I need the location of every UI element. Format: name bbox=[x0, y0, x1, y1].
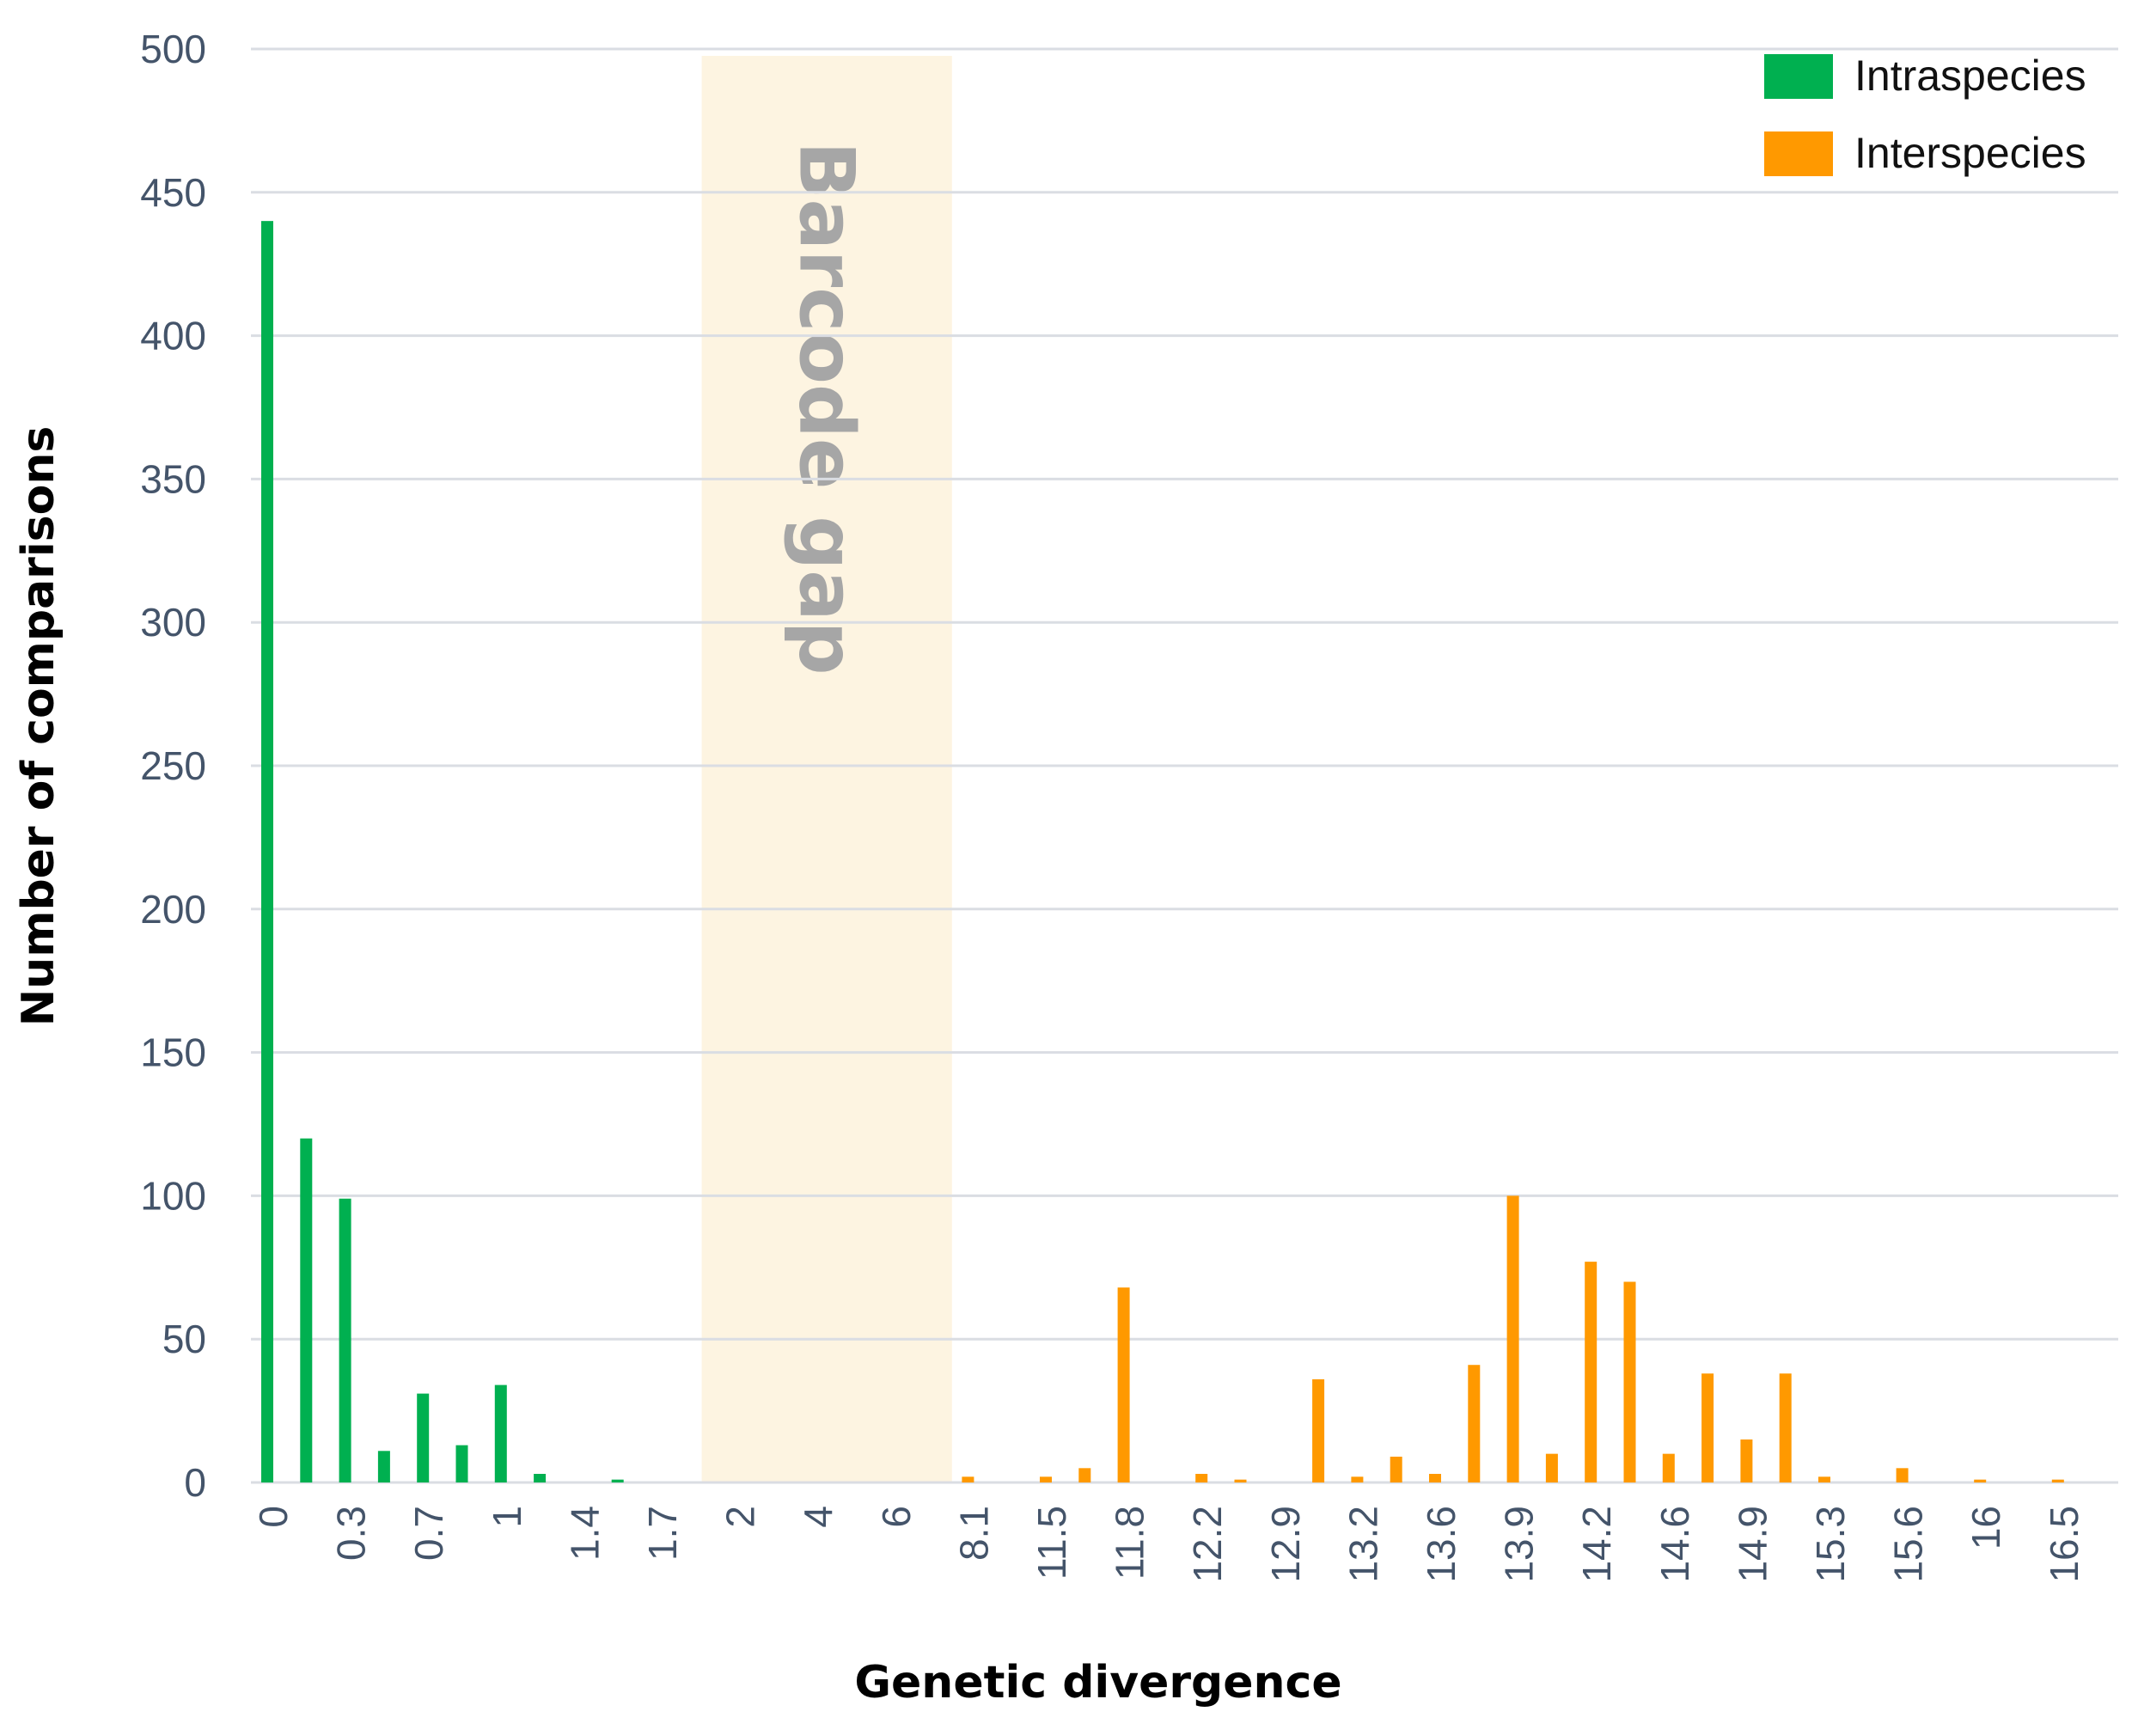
intraspecies-bar bbox=[534, 1473, 547, 1482]
interspecies-bar bbox=[1779, 1373, 1792, 1482]
y-tick-label: 200 bbox=[140, 887, 206, 932]
x-tick-label: 16.5 bbox=[2042, 1506, 2086, 1583]
intraspecies-bar bbox=[377, 1451, 390, 1482]
interspecies-bar bbox=[1818, 1476, 1830, 1482]
interspecies-bar bbox=[1195, 1473, 1208, 1482]
x-tick-label: 13.6 bbox=[1419, 1506, 1463, 1583]
intraspecies-bar bbox=[494, 1385, 507, 1482]
interspecies-bar bbox=[1040, 1476, 1052, 1482]
y-tick-label: 400 bbox=[140, 314, 206, 358]
barcode-gap-label: Barcode gap bbox=[783, 141, 871, 675]
intraspecies-bar bbox=[455, 1445, 468, 1482]
x-tick-label: 0 bbox=[251, 1506, 296, 1528]
barcode-gap-region bbox=[701, 56, 952, 1482]
interspecies-bar bbox=[1429, 1473, 1441, 1482]
interspecies-bar bbox=[1545, 1453, 1558, 1482]
x-tick-label: 15.6 bbox=[1886, 1506, 1931, 1583]
interspecies-bar bbox=[1662, 1453, 1675, 1482]
intraspecies-bar bbox=[261, 221, 273, 1482]
x-tick-label: 6 bbox=[874, 1506, 919, 1528]
x-tick-label: 1 bbox=[485, 1506, 529, 1528]
intraspecies-bar bbox=[417, 1393, 430, 1482]
x-tick-label: 0.3 bbox=[329, 1506, 374, 1561]
y-axis-title: Number of comparisons bbox=[13, 426, 64, 1027]
x-tick-label: 4 bbox=[796, 1506, 840, 1528]
x-tick-label: 14.9 bbox=[1730, 1506, 1775, 1583]
interspecies-bar bbox=[2051, 1479, 2064, 1482]
x-tick-label: 1.7 bbox=[640, 1506, 685, 1561]
interspecies-bar bbox=[1351, 1476, 1364, 1482]
x-tick-label: 2 bbox=[718, 1506, 763, 1528]
interspecies-bar bbox=[1234, 1479, 1247, 1482]
x-tick-label: 12.9 bbox=[1263, 1506, 1308, 1583]
interspecies-bar bbox=[1740, 1439, 1753, 1482]
x-tick-label: 14.2 bbox=[1574, 1506, 1619, 1583]
interspecies-bar bbox=[1585, 1262, 1597, 1482]
x-tick-label: 8.1 bbox=[951, 1506, 996, 1561]
interspecies-bar bbox=[1974, 1479, 1987, 1482]
y-tick-label: 50 bbox=[162, 1317, 206, 1361]
y-tick-label: 500 bbox=[140, 27, 206, 71]
y-tick-label: 300 bbox=[140, 600, 206, 645]
interspecies-legend-label: Interspecies bbox=[1854, 129, 2086, 177]
x-tick-label: 11.5 bbox=[1029, 1506, 1074, 1580]
interspecies-bar bbox=[1117, 1287, 1130, 1482]
y-tick-label: 250 bbox=[140, 743, 206, 788]
intraspecies-bar bbox=[300, 1138, 313, 1482]
intraspecies-bar bbox=[339, 1198, 351, 1482]
interspecies-bar bbox=[962, 1476, 974, 1482]
interspecies-bar bbox=[1078, 1468, 1091, 1482]
y-tick-label: 150 bbox=[140, 1030, 206, 1075]
interspecies-bar bbox=[1390, 1456, 1402, 1482]
x-tick-label: 13.2 bbox=[1341, 1506, 1385, 1583]
interspecies-bar bbox=[1896, 1468, 1909, 1482]
interspecies-bar bbox=[1506, 1195, 1519, 1482]
x-tick-label: 15.3 bbox=[1808, 1506, 1853, 1583]
x-tick-label: 11.8 bbox=[1108, 1506, 1152, 1580]
x-tick-label: 13.9 bbox=[1497, 1506, 1542, 1583]
interspecies-bar bbox=[1312, 1378, 1325, 1482]
intraspecies-legend-swatch bbox=[1764, 54, 1833, 99]
y-tick-label: 0 bbox=[184, 1460, 206, 1505]
interspecies-bar bbox=[1468, 1365, 1481, 1482]
x-axis-title: Genetic divergence bbox=[854, 1657, 1341, 1708]
x-tick-label: 12.2 bbox=[1185, 1506, 1230, 1583]
x-tick-label: 14.6 bbox=[1652, 1506, 1697, 1583]
interspecies-bar bbox=[1701, 1373, 1714, 1482]
y-tick-label: 350 bbox=[140, 456, 206, 501]
x-tick-label: 1.4 bbox=[562, 1506, 607, 1561]
x-tick-label: 0.7 bbox=[406, 1506, 451, 1561]
y-tick-label: 450 bbox=[140, 170, 206, 215]
x-tick-label: 16 bbox=[1964, 1506, 2008, 1550]
intraspecies-bar bbox=[611, 1479, 624, 1482]
interspecies-bar bbox=[1623, 1281, 1636, 1482]
intraspecies-legend-label: Intraspecies bbox=[1854, 52, 2086, 100]
interspecies-legend-swatch bbox=[1764, 131, 1833, 176]
y-tick-label: 100 bbox=[140, 1173, 206, 1218]
